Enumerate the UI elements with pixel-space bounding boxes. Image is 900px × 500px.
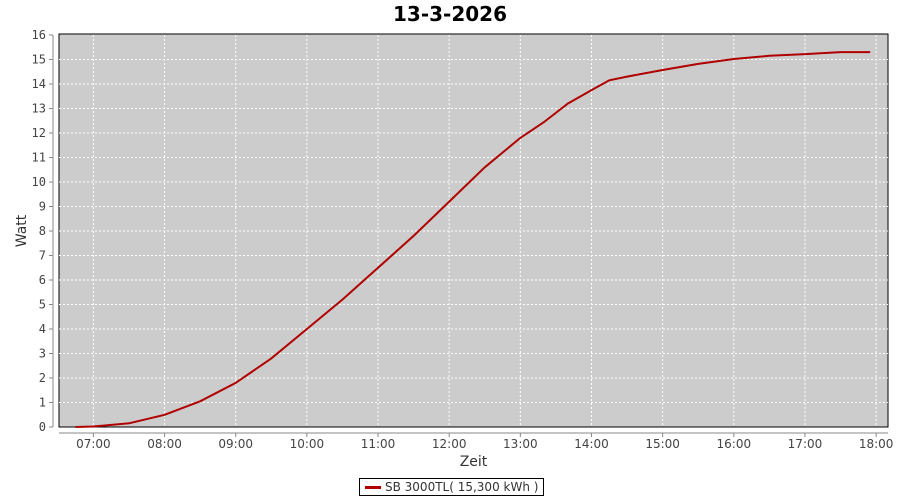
series-line xyxy=(75,51,871,428)
x-tick-label: 17:00 xyxy=(788,437,823,451)
y-tick-label: 3 xyxy=(39,347,46,361)
y-tick-label: 5 xyxy=(39,298,46,312)
plot-area xyxy=(58,33,889,428)
x-tick-label: 15:00 xyxy=(645,437,680,451)
y-tick-label: 1 xyxy=(39,396,46,410)
y-tick-label: 14 xyxy=(32,77,46,91)
y-tick-label: 10 xyxy=(32,175,46,189)
legend: SB 3000TL( 15,300 kWh ) xyxy=(359,478,545,496)
x-tick-label: 09:00 xyxy=(218,437,253,451)
x-tick-label: 12:00 xyxy=(432,437,467,451)
legend-swatch xyxy=(365,485,381,489)
y-tick-label: 4 xyxy=(39,322,46,336)
y-tick-label: 0 xyxy=(39,420,46,434)
x-tick-label: 10:00 xyxy=(290,437,325,451)
y-tick-label: 15 xyxy=(32,53,46,67)
x-tick-label: 07:00 xyxy=(76,437,111,451)
x-tick-label: 16:00 xyxy=(717,437,752,451)
y-tick-label: 13 xyxy=(32,102,46,116)
x-tick-label: 11:00 xyxy=(361,437,396,451)
y-tick-label: 8 xyxy=(39,224,46,238)
y-tick-label: 11 xyxy=(32,151,46,165)
legend-label: SB 3000TL( 15,300 kWh ) xyxy=(385,480,539,494)
x-axis-label: Zeit xyxy=(460,454,488,470)
y-tick-label: 12 xyxy=(32,126,46,140)
y-tick-label: 16 xyxy=(32,28,46,42)
chart-title: 13-3-2026 xyxy=(392,2,507,26)
x-tick-label: 13:00 xyxy=(503,437,538,451)
y-axis-label: Watt xyxy=(14,214,30,247)
x-tick-label: 18:00 xyxy=(859,437,894,451)
x-tick-label: 08:00 xyxy=(147,437,182,451)
y-tick-label: 9 xyxy=(39,200,46,214)
y-tick-label: 6 xyxy=(39,273,46,287)
y-tick-label: 7 xyxy=(39,249,46,263)
x-tick-label: 14:00 xyxy=(574,437,609,451)
y-tick-label: 2 xyxy=(39,371,46,385)
